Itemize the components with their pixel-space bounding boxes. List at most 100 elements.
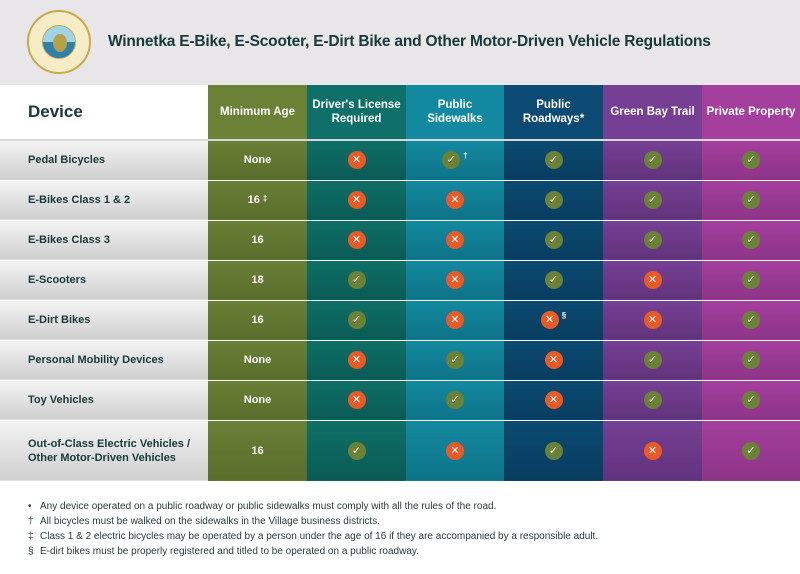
minimum-age: 16 xyxy=(208,220,307,261)
age-value: 16 xyxy=(251,234,264,246)
check-icon: ✓ xyxy=(347,271,366,289)
permission-cell: ✓ xyxy=(702,420,800,482)
column-header: Device xyxy=(0,85,208,141)
permission-cell: ✕ xyxy=(603,260,702,301)
age-value: None xyxy=(243,394,272,406)
permission-cell: ✕ xyxy=(307,380,406,421)
header: Winnetka E-Bike, E-Scooter, E-Dirt Bike … xyxy=(0,0,800,85)
minimum-age: 16 xyxy=(208,420,307,482)
permission-cell: ✕ xyxy=(406,180,504,221)
minimum-age: 16 ‡ xyxy=(208,180,307,221)
age-value: 18 xyxy=(251,274,264,286)
age-value: None xyxy=(243,154,272,167)
x-icon: ✕ xyxy=(643,271,662,289)
column-header: Public Roadways* xyxy=(504,85,603,141)
header-row: Device Minimum Age Driver's License Requir… xyxy=(0,85,800,141)
permission-cell: ✓ xyxy=(603,340,702,381)
check-icon: ✓ xyxy=(446,351,464,369)
check-icon: ✓ xyxy=(643,191,662,209)
table-row: Pedal Bicycles None ✕ ✓ † ✓ ✓ ✓ xyxy=(0,140,800,181)
age-value: None xyxy=(243,354,272,366)
check-icon: ✓ xyxy=(742,151,760,170)
permission-cell: ✕ xyxy=(504,380,603,421)
check-icon: ✓ xyxy=(544,191,563,209)
device-name: Personal Mobility Devices xyxy=(0,340,208,381)
minimum-age: None xyxy=(208,140,307,181)
age-value: 16 xyxy=(251,444,264,457)
permission-cell: ✓ xyxy=(406,340,504,381)
minimum-age: 16 xyxy=(208,300,307,341)
device-name: E-Bikes Class 1 & 2 xyxy=(0,180,208,221)
table-row: E-Scooters 18 ✓ ✕ ✓ ✕ ✓ xyxy=(0,260,800,301)
permission-cell: ✓ xyxy=(504,260,603,301)
footnotes: • Any device operated on a public roadway… xyxy=(28,499,788,559)
x-icon: ✕ xyxy=(446,311,464,329)
check-icon: ✓ xyxy=(742,191,760,209)
check-icon: ✓ xyxy=(544,231,563,249)
x-icon: ✕ xyxy=(347,351,366,369)
footnote-mark: • xyxy=(28,501,32,512)
permission-cell: ✓ xyxy=(504,220,603,261)
permission-cell: ✕ xyxy=(406,260,504,301)
permission-cell: ✕ xyxy=(406,300,504,341)
permission-cell: ✓ xyxy=(603,220,702,261)
footnote-mark: ‡ xyxy=(262,194,268,203)
permission-cell: ✓ xyxy=(603,140,702,181)
x-icon: ✕ xyxy=(643,311,662,329)
table-row: Toy Vehicles None ✕ ✓ ✕ ✓ ✓ xyxy=(0,380,800,421)
check-icon: ✓ xyxy=(544,271,563,289)
check-icon: ✓ xyxy=(643,391,662,409)
footnote-text: E-dirt bikes must be properly registered… xyxy=(40,546,419,557)
permission-cell: ✓ xyxy=(603,180,702,221)
permission-cell: ✓ xyxy=(307,260,406,301)
check-icon: ✓ xyxy=(742,441,760,460)
permission-cell: ✓ xyxy=(702,300,800,341)
permission-cell: ✓ xyxy=(702,260,800,301)
footnote: § E-dirt bikes must be properly registere… xyxy=(28,544,788,559)
footnote-mark: ‡ xyxy=(28,531,34,542)
permission-cell: ✕ xyxy=(307,220,406,261)
footnote-text: Class 1 & 2 electric bicycles may be ope… xyxy=(40,531,599,542)
column-header: Green Bay Trail xyxy=(603,85,702,141)
table-row: E-Dirt Bikes 16 ✓ ✕ ✕ § ✕ ✓ xyxy=(0,300,800,341)
permission-cell: ✓ xyxy=(307,300,406,341)
footnote-mark: † xyxy=(463,151,468,161)
check-icon: ✓ xyxy=(544,151,563,170)
column-header: Driver's License Required xyxy=(307,85,406,141)
minimum-age: None xyxy=(208,380,307,421)
check-icon: ✓ xyxy=(347,441,366,460)
device-name: Pedal Bicycles xyxy=(0,140,208,181)
table-row: E-Bikes Class 3 16 ✕ ✕ ✓ ✓ ✓ xyxy=(0,220,800,261)
permission-cell: ✓ xyxy=(702,380,800,421)
x-icon: ✕ xyxy=(446,441,464,460)
permission-cell: ✓ xyxy=(504,140,603,181)
check-icon: ✓ xyxy=(347,311,366,329)
permission-cell: ✕ xyxy=(603,300,702,341)
check-icon: ✓ xyxy=(446,391,464,409)
permission-cell: ✓ xyxy=(406,380,504,421)
regulations-table: Device Minimum Age Driver's License Requir… xyxy=(0,85,800,482)
footnote-text: All bicycles must be walked on the sidew… xyxy=(40,516,380,527)
age-value: 16 xyxy=(247,194,260,206)
footnote-mark: § xyxy=(561,311,567,320)
check-icon: ✓ xyxy=(742,391,760,409)
column-header: Public Sidewalks xyxy=(406,85,504,141)
permission-cell: ✕ xyxy=(504,340,603,381)
permission-cell: ✓ † xyxy=(406,140,504,181)
permission-cell: ✓ xyxy=(702,140,800,181)
footnote: • Any device operated on a public roadway… xyxy=(28,499,788,514)
x-icon: ✕ xyxy=(347,191,366,209)
check-icon: ✓ xyxy=(643,151,662,170)
x-icon: ✕ xyxy=(540,311,559,329)
permission-cell: ✕ § xyxy=(504,300,603,341)
page-title: Winnetka E-Bike, E-Scooter, E-Dirt Bike … xyxy=(108,33,711,50)
permission-cell: ✓ xyxy=(702,340,800,381)
permission-cell: ✓ xyxy=(702,220,800,261)
permission-cell: ✕ xyxy=(603,420,702,482)
check-icon: ✓ xyxy=(742,271,760,289)
check-icon: ✓ xyxy=(643,351,662,369)
device-name: Out-of-Class Electric Vehicles / Other M… xyxy=(0,420,208,482)
permission-cell: ✓ xyxy=(702,180,800,221)
check-icon: ✓ xyxy=(742,351,760,369)
x-icon: ✕ xyxy=(446,191,464,209)
